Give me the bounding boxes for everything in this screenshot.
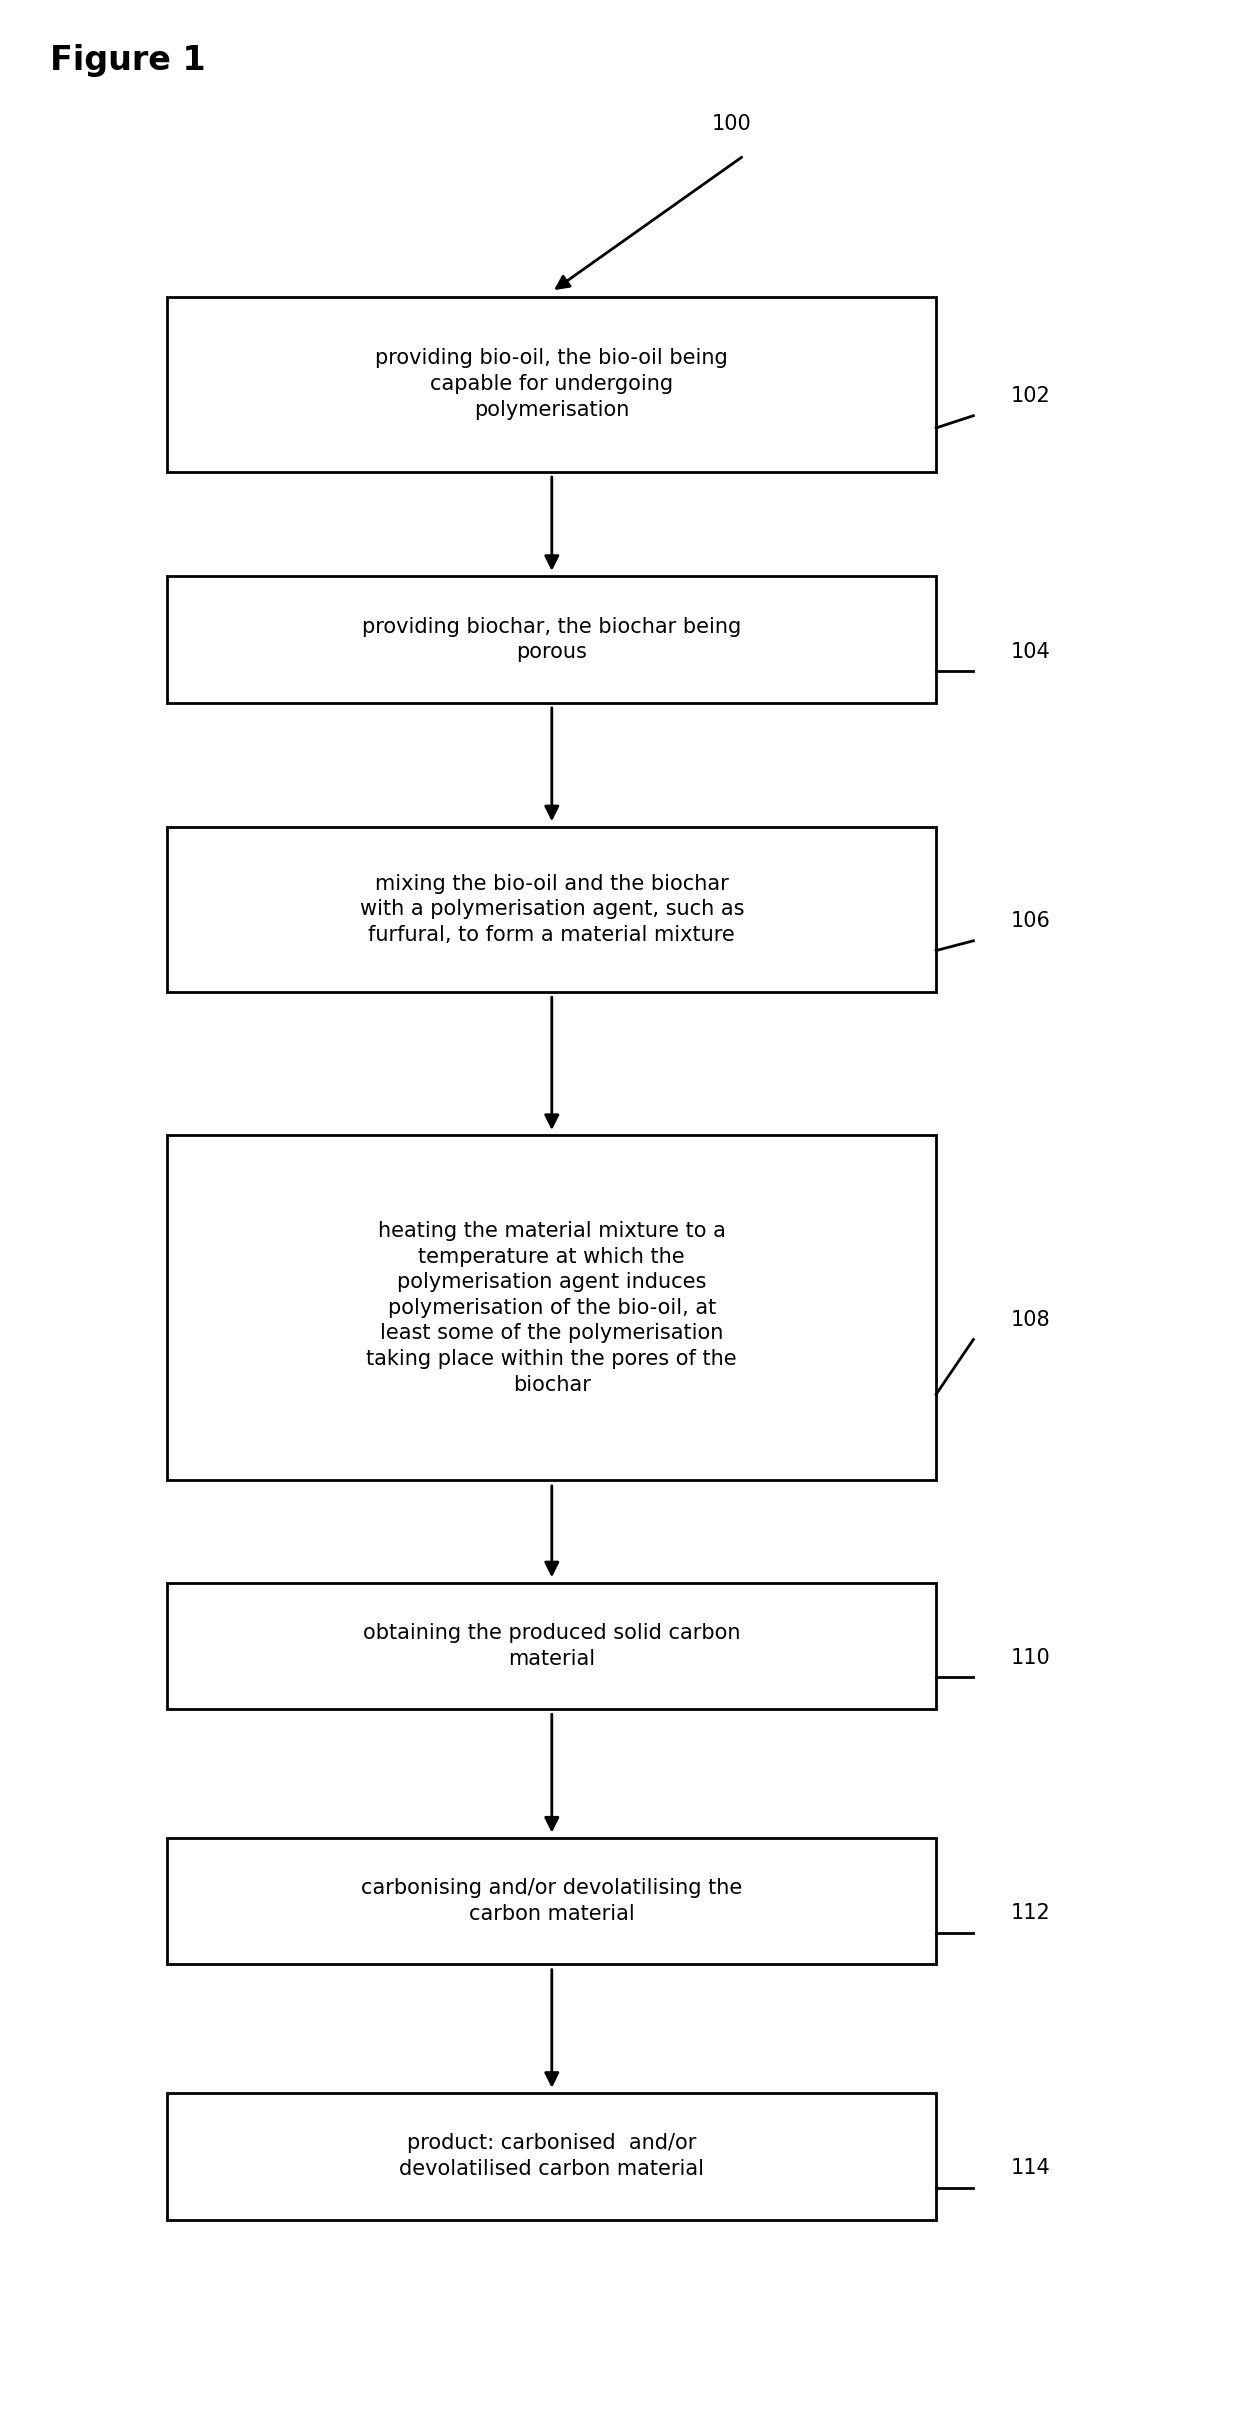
Bar xyxy=(167,1838,936,1964)
Text: Figure 1: Figure 1 xyxy=(50,44,206,78)
Text: 102: 102 xyxy=(1011,387,1050,406)
Text: providing bio-oil, the bio-oil being
capable for undergoing
polymerisation: providing bio-oil, the bio-oil being cap… xyxy=(376,348,728,421)
Text: 108: 108 xyxy=(1011,1310,1050,1330)
Text: 100: 100 xyxy=(712,114,751,134)
Text: 110: 110 xyxy=(1011,1648,1050,1668)
Bar xyxy=(167,576,936,703)
Text: 114: 114 xyxy=(1011,2159,1050,2178)
Text: 112: 112 xyxy=(1011,1903,1050,1923)
Bar xyxy=(167,2093,936,2220)
Text: 106: 106 xyxy=(1011,912,1050,931)
Bar xyxy=(167,297,936,472)
Text: providing biochar, the biochar being
porous: providing biochar, the biochar being por… xyxy=(362,617,742,661)
Text: heating the material mixture to a
temperature at which the
polymerisation agent : heating the material mixture to a temper… xyxy=(367,1220,737,1395)
Text: mixing the bio-oil and the biochar
with a polymerisation agent, such as
furfural: mixing the bio-oil and the biochar with … xyxy=(360,873,744,946)
Bar xyxy=(167,1135,936,1480)
Text: obtaining the produced solid carbon
material: obtaining the produced solid carbon mate… xyxy=(363,1624,740,1668)
Text: carbonising and/or devolatilising the
carbon material: carbonising and/or devolatilising the ca… xyxy=(361,1879,743,1923)
Bar xyxy=(167,1583,936,1709)
Text: product: carbonised  and/or
devolatilised carbon material: product: carbonised and/or devolatilised… xyxy=(399,2134,704,2178)
Bar xyxy=(167,827,936,992)
Text: 104: 104 xyxy=(1011,642,1050,661)
